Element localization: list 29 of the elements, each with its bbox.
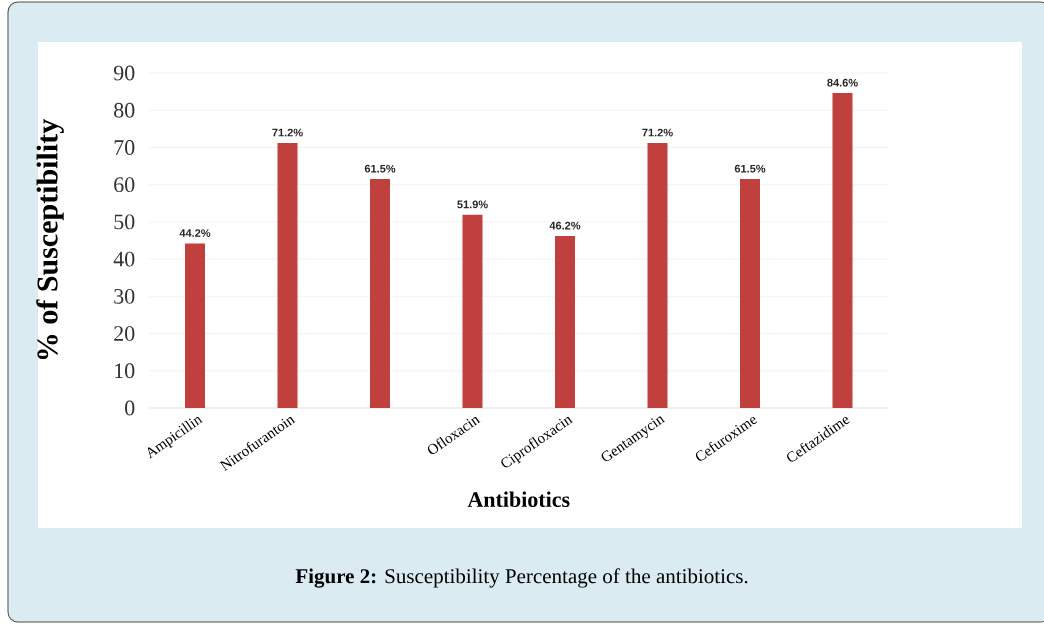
data-label: 84.6% xyxy=(827,78,858,87)
bar xyxy=(370,179,390,408)
data-label: 61.5% xyxy=(734,164,766,173)
y-tick-label: 90 xyxy=(113,65,135,81)
data-label: 44.2% xyxy=(179,229,211,237)
y-tick-label: 20 xyxy=(114,326,135,341)
bar xyxy=(277,142,298,408)
data-label: 71.2% xyxy=(642,128,673,137)
y-tick-label: 70 xyxy=(114,140,135,155)
data-label: 71.2% xyxy=(272,128,303,137)
y-tick-label: 10 xyxy=(115,363,135,379)
y-tick-label: 50 xyxy=(114,214,135,230)
bar xyxy=(740,179,760,408)
bar xyxy=(185,243,205,408)
bar xyxy=(647,142,668,408)
y-tick-label: 40 xyxy=(113,251,135,267)
data-label: 51.9% xyxy=(457,200,488,209)
bar xyxy=(555,236,575,408)
y-tick-label: 30 xyxy=(114,288,135,304)
data-label: 61.5% xyxy=(364,164,396,173)
x-axis-title: Antibiotics xyxy=(467,491,570,508)
data-label: 46.2% xyxy=(549,221,581,230)
y-axis-title: % of Susceptibility xyxy=(36,119,64,360)
text: Figure 2: Susceptibility Percentage of the antibiotics. xyxy=(295,568,748,588)
y-tick-label: 80 xyxy=(114,102,135,118)
y-tick-label: 60 xyxy=(114,177,135,193)
y-tick-label: 0 xyxy=(125,400,135,416)
bar xyxy=(462,214,483,408)
bar xyxy=(832,93,853,408)
